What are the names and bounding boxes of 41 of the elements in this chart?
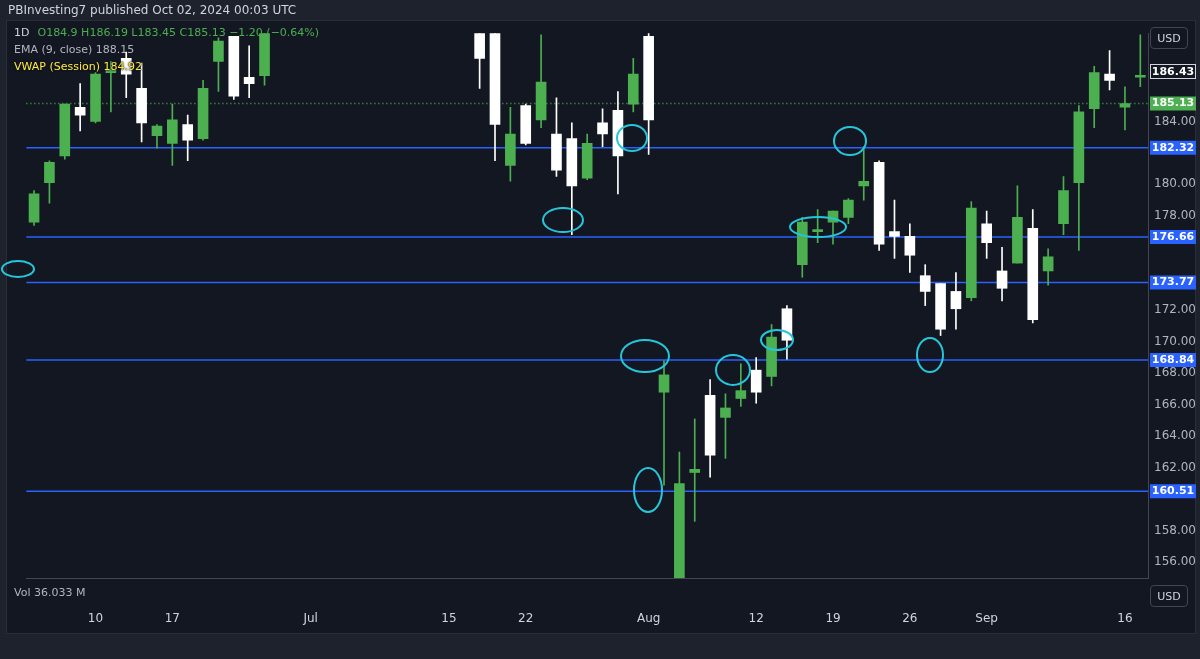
- y-tick-label: 156.00: [1154, 554, 1196, 569]
- ref-line-label: 173.77: [1151, 275, 1195, 289]
- x-tick-label: 15: [441, 611, 457, 626]
- x-tick-label: 19: [825, 611, 841, 626]
- ref-line-label: 182.32: [1151, 140, 1195, 154]
- y-tick-label: 164.00: [1154, 428, 1196, 443]
- text: Vol 36.033 M: [14, 586, 86, 599]
- candlestick: [243, 45, 255, 99]
- candlestick: [658, 360, 670, 486]
- x-tick-label: 10: [87, 611, 104, 626]
- ref-line-label: 168.84: [1151, 352, 1195, 366]
- x-tick-label: 16: [1117, 611, 1133, 626]
- y-tick-label: 172.00: [1154, 302, 1196, 317]
- y-tick-label: 170.00: [1154, 333, 1196, 348]
- y-tick-label: 180.00: [1154, 176, 1196, 191]
- ref-line-label: 176.66: [1151, 229, 1195, 243]
- chart-title: PBInvesting7 published Oct 02, 2024 00:03 UTC: [8, 3, 297, 17]
- x-tick-label: 17: [164, 611, 180, 626]
- ref-line-label: 185.13: [1151, 96, 1195, 110]
- candlestick: [1134, 34, 1146, 88]
- annotation: 1D: [14, 26, 30, 39]
- text: USD: [1150, 585, 1188, 607]
- y-tick-label: 158.00: [1154, 522, 1196, 537]
- text: USD: [1150, 27, 1188, 49]
- ref-line-label: 160.51: [1151, 484, 1195, 498]
- x-tick-label: 12: [748, 611, 764, 626]
- annotation: EMA (9, close) 188.15: [14, 43, 135, 56]
- y-tick-label: 168.00: [1154, 365, 1196, 380]
- annotation: O184.9 H186.19 L183.45 C185.13 −1.20 (−0.64%): [37, 26, 320, 39]
- x-tick-label: Sep: [975, 611, 998, 626]
- y-tick-label: 178.00: [1154, 207, 1196, 222]
- candlestick: [858, 146, 870, 201]
- y-tick-label: 184.00: [1154, 113, 1196, 128]
- y-tick-label: 166.00: [1154, 396, 1196, 411]
- candlestick: [689, 418, 701, 522]
- x-tick-label: 26: [902, 611, 918, 626]
- text: 186.43: [1150, 64, 1196, 79]
- x-tick-label: Aug: [636, 611, 661, 626]
- x-tick-label: Jul: [302, 611, 318, 626]
- x-tick-label: 22: [518, 611, 534, 626]
- y-tick-label: 162.00: [1154, 459, 1196, 474]
